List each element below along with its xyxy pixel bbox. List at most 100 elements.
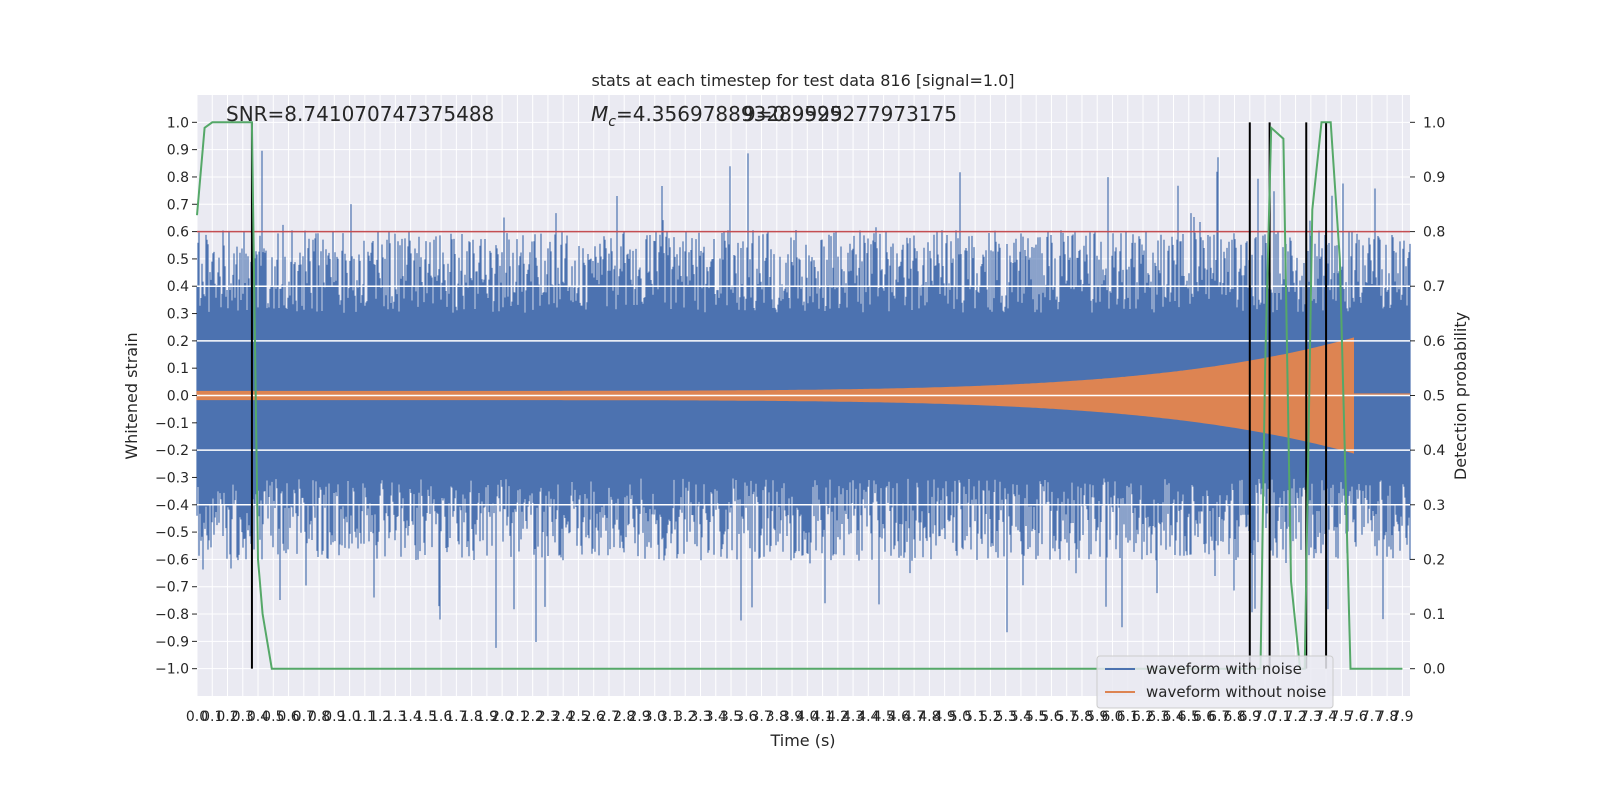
y2-tick-label-3: 0.7 — [1423, 279, 1445, 295]
legend-box — [1096, 655, 1334, 709]
y-tick-label-6: 0.4 — [167, 279, 189, 295]
x-tick-label-34: 3.4 — [705, 709, 727, 725]
x-tick-label-62: 6.2 — [1132, 709, 1154, 725]
x-tick-label-39: 3.9 — [781, 709, 803, 725]
x-tick-label-24: 2.4 — [552, 709, 574, 725]
x-tick-label-15: 1.5 — [415, 709, 437, 725]
x-tick-label-51: 5.1 — [964, 709, 986, 725]
x-tick-label-40: 4.0 — [796, 709, 818, 725]
y-tick-label-14: −0.4 — [155, 498, 189, 514]
x-tick-label-19: 1.9 — [476, 709, 498, 725]
x-tick-label-14: 1.4 — [399, 709, 421, 725]
x-tick-label-33: 3.3 — [689, 709, 711, 725]
y-axis-label: Whitened strain — [122, 332, 141, 459]
x-tick-label-0: 0.0 — [186, 709, 208, 725]
x-tick-label-9: 0.9 — [323, 709, 345, 725]
x-tick-label-52: 5.2 — [979, 709, 1001, 725]
x-tick-label-56: 5.6 — [1040, 709, 1062, 725]
x-tick-label-45: 4.5 — [872, 709, 894, 725]
y2-tick-label-0: 1.0 — [1423, 115, 1445, 131]
x-tick-label-43: 4.3 — [842, 709, 864, 725]
y2-tick-label-2: 0.8 — [1423, 225, 1445, 241]
y2-axis-label: Detection probability — [1451, 312, 1470, 480]
y-tick-label-18: −0.8 — [155, 607, 189, 623]
x-tick-label-29: 2.9 — [628, 709, 650, 725]
legend-label-noise: waveform with noise — [1146, 660, 1302, 678]
y2-tick-label-7: 0.3 — [1423, 498, 1445, 514]
y2-tick-label-4: 0.6 — [1423, 334, 1445, 350]
y-tick-label-15: −0.5 — [155, 525, 189, 541]
x-tick-label-4: 0.4 — [247, 709, 269, 725]
y-tick-label-7: 0.3 — [167, 307, 189, 323]
x-tick-label-64: 6.4 — [1162, 709, 1184, 725]
y2-tick-label-8: 0.2 — [1423, 552, 1445, 568]
y-tick-label-3: 0.7 — [167, 197, 189, 213]
y-tick-label-19: −0.9 — [155, 634, 189, 650]
x-tick-label-79: 7.9 — [1391, 709, 1413, 725]
x-tick-label-46: 4.6 — [888, 709, 910, 725]
x-tick-label-47: 4.7 — [903, 709, 925, 725]
x-tick-label-70: 7.0 — [1254, 709, 1276, 725]
x-tick-label-74: 7.4 — [1315, 709, 1337, 725]
y2-tick-label-5: 0.5 — [1423, 389, 1445, 405]
x-tick-label-60: 6.0 — [1101, 709, 1123, 725]
x-tick-label-75: 7.5 — [1330, 709, 1352, 725]
mc-annotation: Mc=4.356978893289925 — [591, 102, 843, 130]
x-tick-label-67: 6.7 — [1208, 709, 1230, 725]
x-tick-label-28: 2.8 — [613, 709, 635, 725]
x-tick-label-31: 3.1 — [659, 709, 681, 725]
y-tick-label-10: 0.0 — [167, 389, 189, 405]
x-tick-label-65: 6.5 — [1178, 709, 1200, 725]
x-tick-label-44: 4.4 — [857, 709, 879, 725]
x-tick-label-71: 7.1 — [1269, 709, 1291, 725]
highlight-lines — [197, 285, 1410, 506]
y-tick-label-1: 0.9 — [167, 143, 189, 159]
overlap-annotation: 9=0.9599277973175 — [743, 102, 957, 126]
x-tick-label-26: 2.6 — [583, 709, 605, 725]
x-tick-label-77: 7.7 — [1361, 709, 1383, 725]
y-tick-label-13: −0.3 — [155, 470, 189, 486]
x-tick-label-32: 3.2 — [674, 709, 696, 725]
y-tick-label-11: −0.1 — [155, 416, 189, 432]
x-axis-label: Time (s) — [769, 731, 835, 750]
x-tick-label-68: 6.8 — [1223, 709, 1245, 725]
x-tick-label-54: 5.4 — [1010, 709, 1032, 725]
y-tick-label-5: 0.5 — [167, 252, 189, 268]
x-tick-label-69: 6.9 — [1239, 709, 1261, 725]
x-tick-label-18: 1.8 — [461, 709, 483, 725]
x-tick-label-49: 4.9 — [934, 709, 956, 725]
mc-value: =4.356978893289925 — [616, 102, 843, 126]
snr-annotation: SNR=8.741070747375488 — [226, 102, 494, 126]
x-tick-label-61: 6.1 — [1117, 709, 1139, 725]
y2-tick-label-9: 0.1 — [1423, 607, 1445, 623]
mc-subscript: c — [608, 114, 616, 130]
y-tick-label-12: −0.2 — [155, 443, 189, 459]
x-tick-label-50: 5.0 — [949, 709, 971, 725]
x-tick-label-5: 0.5 — [262, 709, 284, 725]
x-tick-label-30: 3.0 — [644, 709, 666, 725]
chart-title: stats at each timestep for test data 816… — [591, 71, 1014, 90]
mc-symbol: M — [591, 102, 608, 126]
y2-axis-ticks: 1.0 0.9 0.8 0.7 0.6 0.5 0.4 0.3 0.2 0.1 0.0 — [1410, 115, 1445, 678]
x-tick-label-66: 6.6 — [1193, 709, 1215, 725]
x-tick-label-2: 0.2 — [216, 709, 238, 725]
x-tick-label-23: 2.3 — [537, 709, 559, 725]
x-tick-label-76: 7.6 — [1345, 709, 1367, 725]
x-tick-label-42: 4.2 — [827, 709, 849, 725]
x-tick-label-78: 7.8 — [1376, 709, 1398, 725]
x-tick-label-38: 3.8 — [766, 709, 788, 725]
y-tick-label-20: −1.0 — [155, 662, 189, 678]
x-tick-label-6: 0.6 — [277, 709, 299, 725]
x-tick-label-37: 3.7 — [750, 709, 772, 725]
y2-tick-label-6: 0.4 — [1423, 443, 1445, 459]
x-tick-label-41: 4.1 — [811, 709, 833, 725]
x-tick-label-35: 3.5 — [720, 709, 742, 725]
x-tick-label-55: 5.5 — [1025, 709, 1047, 725]
x-tick-label-73: 7.3 — [1300, 709, 1322, 725]
x-tick-label-63: 6.3 — [1147, 709, 1169, 725]
x-tick-label-12: 1.2 — [369, 709, 391, 725]
legend-label-clean: waveform without noise — [1146, 683, 1326, 701]
y-tick-label-17: −0.7 — [155, 580, 189, 596]
